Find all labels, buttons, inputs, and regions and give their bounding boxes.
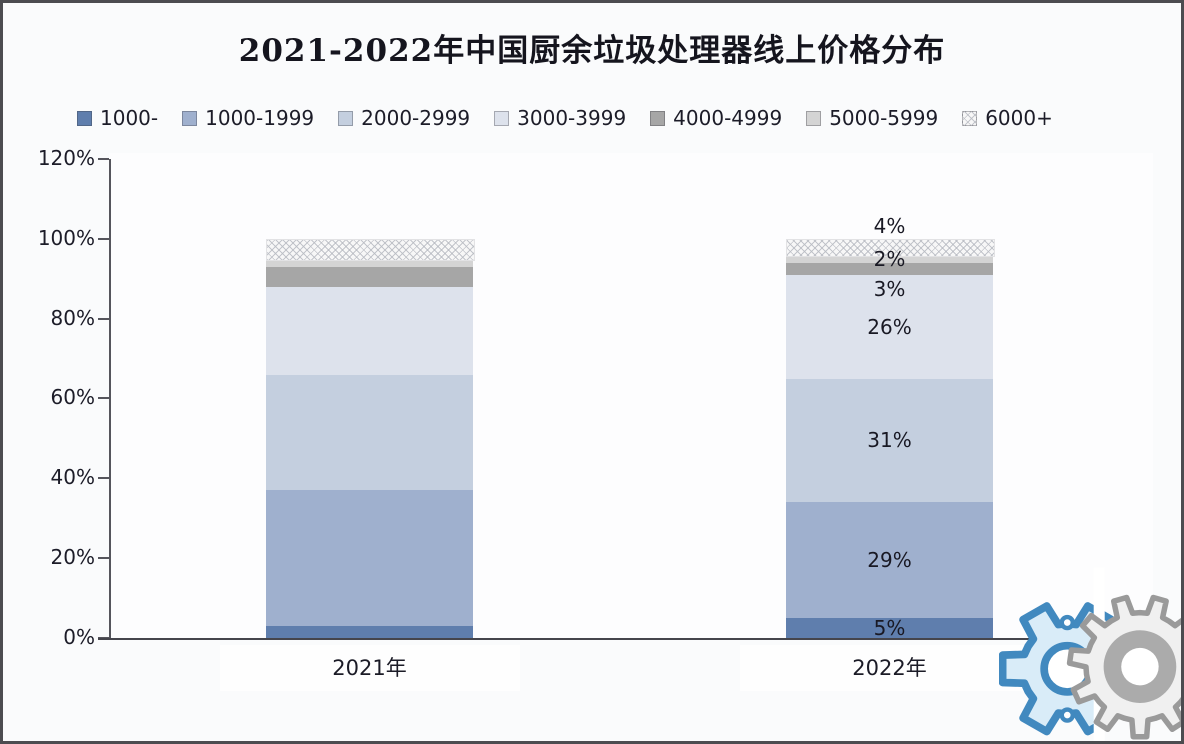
legend-label: 6000+ [985, 106, 1053, 130]
data-label: 2% [873, 246, 906, 271]
legend-label: 1000- [100, 106, 159, 130]
category-label-background [739, 645, 1040, 691]
y-tick-label: 0% [63, 625, 95, 649]
bar-segment-2000-2999 [786, 378, 993, 503]
y-tick-label: 80% [50, 305, 95, 330]
legend-label: 5000-5999 [829, 106, 939, 130]
legend-item: 1000-1999 [182, 106, 314, 130]
y-tick-mark [98, 237, 109, 240]
y-tick-label: 120% [37, 145, 95, 170]
legend: 1000- 1000-1999 2000-2999 3000-3999 4000-499… [77, 106, 1053, 130]
bar-segment-5000-5999 [266, 258, 473, 267]
legend-label: 2000-2999 [361, 106, 471, 130]
chart-title: 2021-2022年中国厨余垃圾处理器线上价格分布 [238, 33, 946, 69]
category-label: 2021年 [332, 656, 407, 680]
bar-segment-6000+ [266, 238, 475, 261]
gray-gear-icon [1066, 594, 1181, 740]
bar-segment-1000-1999 [786, 502, 993, 619]
bar-segment-5000-5999 [786, 254, 993, 263]
bar-segment-6000+ [786, 238, 995, 257]
y-tick-label: 60% [50, 385, 95, 410]
bar-segment-3000-3999 [786, 274, 993, 379]
y-tick-label: 100% [37, 225, 95, 250]
legend-swatch-icon [77, 110, 92, 126]
y-tick-label: 40% [50, 465, 95, 490]
legend-label: 1000-1999 [205, 106, 315, 130]
legend-swatch-icon [338, 110, 354, 126]
data-label: 31% [867, 428, 912, 453]
data-label: 26% [867, 314, 912, 339]
legend-item: 4000-4999 [650, 106, 782, 130]
bar-segment-1000- [786, 618, 993, 638]
legend-item: 6000+ [962, 106, 1053, 130]
y-tick-mark [98, 477, 109, 480]
legend-item: 1000- [77, 106, 158, 130]
legend-swatch-icon [650, 110, 666, 126]
bar-segment-4000-4999 [266, 266, 473, 287]
y-tick-mark [98, 557, 109, 560]
x-axis-line [98, 638, 1153, 640]
legend-label: 4000-4999 [673, 106, 783, 130]
y-tick-mark [98, 317, 109, 320]
bar-segment-1000-1999 [266, 490, 473, 626]
y-axis-line [109, 159, 111, 640]
category-label: 2022年 [852, 656, 927, 680]
legend-swatch-icon [962, 110, 978, 126]
legend-label: 3000-3999 [517, 106, 627, 130]
bar-segment-1000- [266, 626, 473, 638]
y-tick-mark [98, 397, 109, 400]
legend-swatch-icon [182, 110, 198, 126]
y-tick-label: 20% [50, 545, 95, 570]
bar-segment-4000-4999 [786, 262, 993, 275]
legend-item: 3000-3999 [494, 106, 626, 130]
legend-item: 5000-5999 [806, 106, 938, 130]
watermark-logo [999, 567, 1181, 741]
bar-segment-3000-3999 [266, 286, 473, 375]
legend-swatch-icon [494, 110, 510, 126]
legend-item: 2000-2999 [338, 106, 470, 130]
category-label-background [219, 645, 520, 691]
data-label: 3% [873, 276, 906, 301]
bar-segment-2000-2999 [266, 374, 473, 491]
data-label: 4% [873, 213, 906, 238]
data-label: 29% [867, 548, 912, 573]
data-label: 5% [873, 616, 906, 641]
y-tick-mark [98, 157, 109, 160]
legend-swatch-icon [806, 110, 822, 126]
